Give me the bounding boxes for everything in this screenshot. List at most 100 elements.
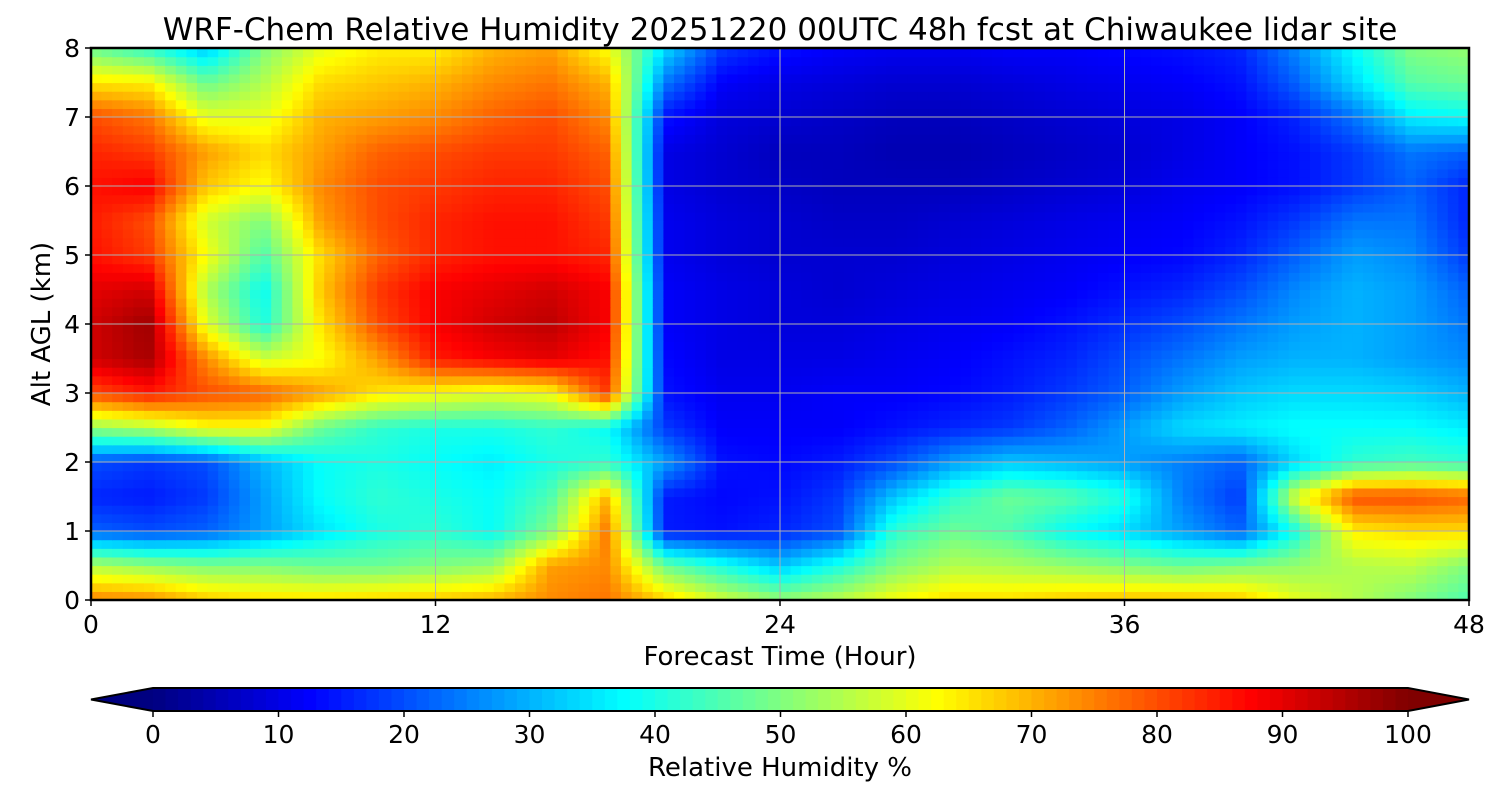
contour-cell (1225, 548, 1237, 558)
contour-cell (1447, 531, 1459, 541)
contour-cell (1363, 574, 1375, 584)
contour-cell (451, 341, 463, 351)
contour-cell (546, 496, 558, 506)
contour-cell (91, 522, 103, 532)
contour-cell (833, 427, 845, 437)
contour-cell (1299, 531, 1311, 541)
contour-cell (727, 436, 739, 446)
contour-cell (536, 427, 548, 437)
contour-cell (652, 513, 664, 523)
contour-cell (1172, 574, 1184, 584)
contour-cell (970, 522, 982, 532)
contour-cell (281, 263, 293, 273)
contour-cell (599, 315, 611, 325)
contour-cell (1172, 367, 1184, 377)
contour-cell (1341, 427, 1353, 437)
contour-cell (758, 479, 770, 489)
contour-cell (345, 453, 357, 463)
contour-cell (324, 324, 336, 334)
contour-cell (1108, 332, 1120, 342)
contour-cell (1278, 272, 1290, 282)
contour-cell (949, 574, 961, 584)
contour-cell (207, 375, 219, 385)
contour-cell (334, 315, 346, 325)
contour-cell (949, 393, 961, 403)
contour-cell (1320, 539, 1332, 549)
contour-cell (684, 341, 696, 351)
contour-cell (705, 349, 717, 360)
contour-cell (313, 496, 325, 506)
contour-cell (1352, 384, 1364, 394)
contour-cell (1087, 565, 1099, 575)
contour-cell (1172, 462, 1184, 472)
contour-cell (419, 470, 431, 480)
contour-cell (440, 315, 452, 325)
contour-cell (737, 410, 749, 420)
contour-cell (239, 280, 251, 291)
contour-cell (610, 522, 622, 532)
contour-cell (854, 582, 866, 592)
contour-cell (970, 401, 982, 411)
contour-cell (663, 393, 675, 403)
contour-cell (1129, 349, 1141, 360)
contour-cell (599, 393, 611, 403)
contour-cell (1172, 453, 1184, 463)
contour-cell (451, 306, 463, 316)
contour-cell (589, 263, 601, 273)
contour-cell (133, 272, 145, 282)
contour-cell (896, 470, 908, 480)
contour-cell (144, 384, 156, 394)
contour-cell (864, 522, 876, 532)
contour-cell (292, 324, 304, 334)
contour-cell (780, 453, 792, 463)
contour-cell (218, 341, 230, 351)
contour-cell (387, 574, 399, 584)
contour-cell (1394, 306, 1406, 316)
contour-cell (324, 410, 336, 420)
contour-cell (504, 453, 516, 463)
contour-cell (801, 349, 813, 360)
contour-cell (1045, 280, 1057, 291)
contour-cell (1193, 548, 1205, 558)
contour-cell (1076, 591, 1088, 600)
contour-cell (1182, 470, 1194, 480)
contour-cell (695, 582, 707, 592)
contour-cell (133, 401, 145, 411)
contour-cell (1055, 565, 1067, 575)
contour-cell (599, 574, 611, 584)
contour-cell (409, 513, 421, 523)
contour-cell (663, 315, 675, 325)
contour-cell (589, 496, 601, 506)
contour-cell (419, 556, 431, 567)
contour-cell (1193, 487, 1205, 498)
contour-cell (1288, 470, 1300, 480)
contour-cell (133, 565, 145, 575)
contour-cell (557, 470, 569, 480)
contour-cell (811, 444, 823, 454)
contour-cell (1278, 315, 1290, 325)
contour-cell (1182, 427, 1194, 437)
contour-cell (144, 565, 156, 575)
contour-cell (197, 272, 209, 282)
contour-cell (970, 591, 982, 600)
contour-cell (822, 341, 834, 351)
contour-cell (197, 263, 209, 273)
contour-cell (1066, 427, 1078, 437)
contour-cell (250, 375, 262, 385)
contour-cell (1373, 298, 1385, 308)
contour-cell (1161, 531, 1173, 541)
contour-cell (133, 522, 145, 532)
contour-cell (663, 487, 675, 498)
contour-cell (1129, 496, 1141, 506)
contour-cell (1013, 479, 1025, 489)
contour-cell (578, 272, 590, 282)
contour-cell (186, 410, 198, 420)
contour-cell (112, 410, 124, 420)
contour-cell (1045, 556, 1057, 567)
contour-cell (960, 272, 972, 282)
contour-cell (377, 384, 389, 394)
contour-cell (1129, 332, 1141, 342)
contour-cell (334, 280, 346, 291)
contour-cell (1013, 375, 1025, 385)
contour-cell (917, 298, 929, 308)
